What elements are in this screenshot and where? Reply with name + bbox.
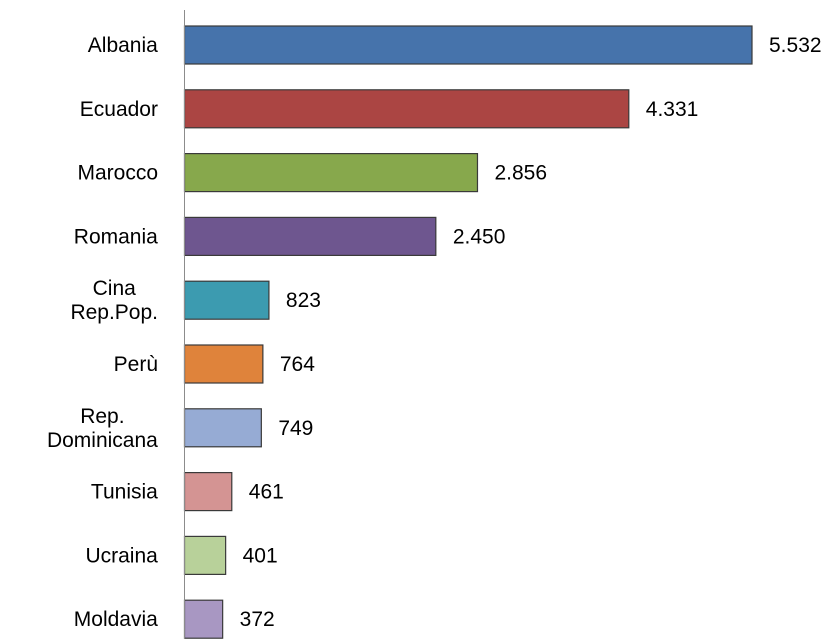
- bar-moldavia: [183, 599, 224, 639]
- category-label-ucraina: Ucraina: [85, 544, 158, 567]
- category-label-moldavia: Moldavia: [74, 608, 158, 631]
- value-labels: 5.532 4.331 2.856 2.450 823 764 749 461 401 372: [240, 34, 822, 631]
- bar-romania: [183, 216, 437, 256]
- value-label-albania: 5.532: [769, 34, 822, 57]
- value-label-per: 764: [280, 353, 315, 376]
- bar-tunisia: [183, 472, 233, 512]
- category-label-albania: Albania: [88, 34, 158, 57]
- bar-rep-dominicana: [183, 408, 262, 448]
- value-label-moldavia: 372: [240, 608, 275, 631]
- bar-albania: [183, 25, 753, 65]
- value-label-marocco: 2.856: [494, 162, 547, 185]
- value-label-tunisia: 461: [249, 481, 284, 504]
- value-label-cina-rep-pop: 823: [286, 289, 321, 312]
- category-label-rep-dominicana: Rep. Dominicana: [47, 405, 158, 452]
- category-label-ecuador: Ecuador: [80, 98, 158, 121]
- category-label-romania: Romania: [74, 225, 158, 248]
- value-label-ucraina: 401: [243, 544, 278, 567]
- category-label-tunisia: Tunisia: [91, 481, 158, 504]
- category-label-per: Perù: [114, 353, 158, 376]
- bar-ucraina: [183, 535, 227, 576]
- category-label-marocco: Marocco: [77, 162, 158, 185]
- bar-marocco: [183, 153, 479, 193]
- bars-layer: [183, 25, 753, 639]
- category-label-cina-rep-pop: Cina Rep.Pop.: [70, 277, 158, 324]
- bar-per: [183, 344, 264, 384]
- value-label-romania: 2.450: [453, 225, 506, 248]
- bar-ecuador: [183, 89, 630, 129]
- value-label-rep-dominicana: 749: [278, 417, 313, 440]
- bar-cina-rep-pop: [183, 280, 270, 320]
- value-label-ecuador: 4.331: [646, 98, 699, 121]
- category-labels: Albania Ecuador Marocco Romania Cina Rep.Pop.…: [47, 34, 158, 631]
